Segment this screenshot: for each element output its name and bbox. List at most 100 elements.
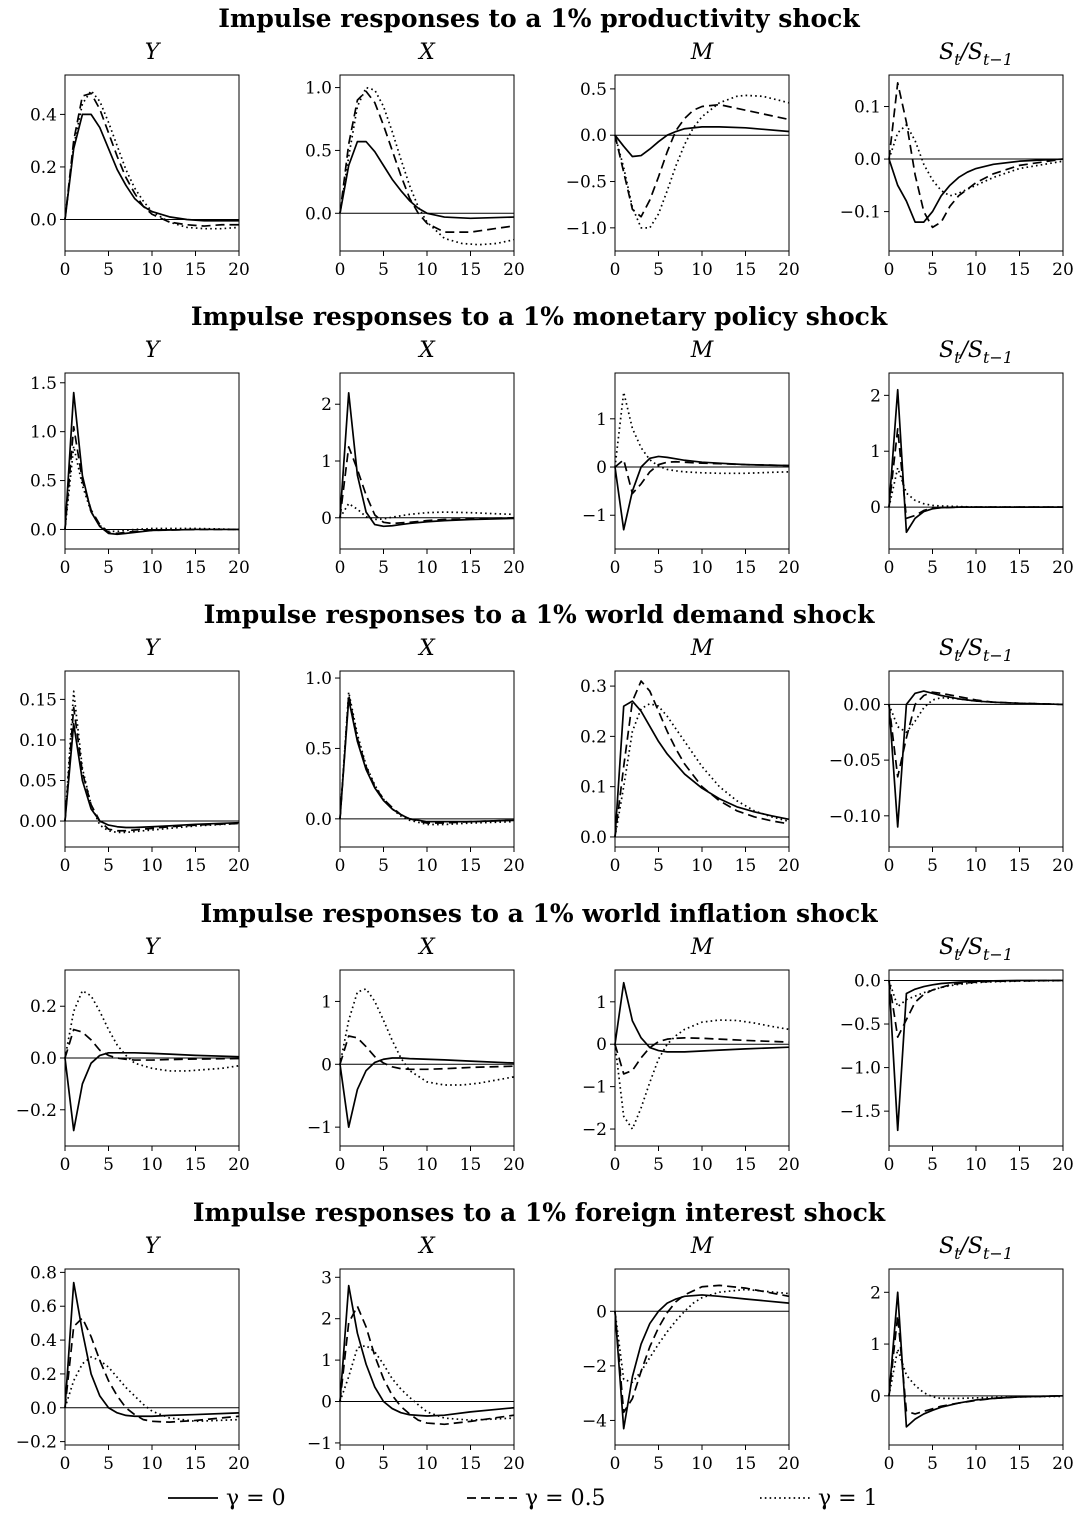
x-tick-label: 15	[1009, 856, 1031, 876]
series-line-0	[64, 391, 239, 536]
y-tick-label: −0.5	[840, 1015, 881, 1035]
y-tick-label: 0	[596, 458, 607, 478]
x-tick-label: 0	[60, 260, 71, 280]
x-tick-label: 15	[185, 1454, 207, 1474]
y-tick-label: −2	[582, 1357, 607, 1377]
x-tick-label: 5	[653, 1155, 664, 1175]
x-tick-label: 10	[416, 1454, 438, 1474]
series-line-2	[339, 1344, 515, 1422]
plot-frame	[339, 74, 515, 252]
y-tick-label: 0.5	[305, 739, 332, 759]
y-tick-label: −1	[307, 1118, 332, 1138]
x-tick-label: 20	[503, 558, 525, 578]
series-line-1	[64, 92, 239, 227]
y-tick-label: 0	[596, 1302, 607, 1322]
series-line-1	[339, 445, 515, 525]
series-line-0	[888, 388, 1063, 534]
y-tick-label: 0	[596, 1035, 607, 1055]
y-tick-label: 1.5	[30, 374, 57, 394]
plot-frame	[614, 670, 790, 848]
y-tick-label: 0.0	[854, 971, 881, 991]
panel-title: Y	[145, 40, 162, 65]
x-tick-label: 20	[1052, 260, 1074, 280]
shock-group: Impulse responses to a 1% world demand s…	[19, 600, 1074, 876]
plot-frame	[614, 372, 790, 550]
panel-title: Y	[145, 636, 162, 661]
x-tick-label: 15	[735, 1155, 757, 1175]
series-line-1	[888, 82, 1064, 229]
y-tick-label: 0.0	[30, 210, 57, 230]
y-tick-label: −1	[307, 1434, 332, 1454]
y-tick-label: 0.2	[580, 727, 607, 747]
series-line-0	[339, 392, 515, 528]
group-title: Impulse responses to a 1% foreign intere…	[193, 1198, 886, 1227]
series-line-0	[614, 1294, 790, 1430]
plot-frame	[888, 372, 1064, 550]
panel: St/St−1 0 5 10 15 20 0 1 2	[870, 1234, 1074, 1474]
shock-group: Impulse responses to a 1% world inflatio…	[16, 899, 1074, 1175]
x-tick-label: 15	[460, 260, 482, 280]
series-line-0	[64, 113, 239, 222]
x-tick-label: 5	[927, 558, 938, 578]
series-line-1	[888, 979, 1064, 1038]
series-line-2	[614, 702, 790, 838]
y-tick-label: 0.3	[580, 677, 607, 697]
x-tick-label: 10	[965, 856, 987, 876]
y-tick-label: 1	[321, 992, 332, 1012]
x-tick-label: 0	[884, 856, 895, 876]
series-line-0	[64, 1051, 240, 1132]
y-tick-label: 0.05	[19, 771, 57, 791]
x-tick-label: 15	[185, 856, 207, 876]
series-line-1	[339, 1305, 515, 1426]
y-tick-label: 0.0	[305, 204, 332, 224]
y-tick-label: 0.10	[19, 731, 57, 751]
x-tick-label: 15	[735, 856, 757, 876]
x-tick-label: 10	[141, 1454, 163, 1474]
y-tick-label: −1.0	[840, 1059, 881, 1079]
y-tick-label: 0.5	[580, 80, 607, 100]
x-tick-label: 0	[610, 558, 621, 578]
x-tick-label: 20	[503, 1155, 525, 1175]
series-line-2	[64, 989, 240, 1072]
x-tick-label: 0	[884, 1155, 895, 1175]
panel-title: St/St−1	[939, 338, 1013, 367]
panel-title: St/St−1	[939, 636, 1013, 665]
series-line-1	[888, 428, 1063, 520]
x-tick-label: 15	[1009, 558, 1031, 578]
y-tick-label: 0.6	[30, 1297, 57, 1317]
y-tick-label: 0.00	[843, 695, 881, 715]
legend: γ = 0 γ = 0.5 γ = 1	[168, 1486, 878, 1511]
panel-title: M	[690, 636, 714, 661]
y-tick-label: 0.0	[854, 150, 881, 170]
series-line-0	[614, 700, 790, 837]
y-tick-label: −4	[582, 1411, 607, 1431]
panel: Y 0 5 10 15 20 0.0 0.5 1.0 1.5	[30, 338, 250, 578]
series-line-0	[339, 698, 515, 823]
panel: Y 0 5 10 15 20 0.00 0.05 0.10 0.15	[19, 636, 250, 876]
series-line-1	[64, 706, 240, 832]
y-tick-label: 0.5	[305, 141, 332, 161]
x-tick-label: 10	[691, 856, 713, 876]
y-tick-label: 1.0	[305, 79, 332, 99]
y-tick-label: 2	[321, 1310, 332, 1330]
x-tick-label: 10	[965, 558, 987, 578]
x-tick-label: 10	[141, 1155, 163, 1175]
series-line-0	[614, 981, 790, 1053]
series-line-2	[64, 1356, 240, 1423]
y-tick-label: 3	[321, 1268, 332, 1288]
panel: M 0 5 10 15 20 0.0 0.1 0.2 0.3	[580, 636, 800, 876]
x-tick-label: 10	[965, 260, 987, 280]
y-tick-label: 1	[321, 1351, 332, 1371]
y-tick-label: 2	[321, 395, 332, 415]
x-tick-label: 5	[653, 856, 664, 876]
x-tick-label: 20	[778, 856, 800, 876]
y-tick-label: −0.05	[829, 751, 881, 771]
x-tick-label: 15	[1009, 260, 1031, 280]
y-tick-label: 0.15	[19, 690, 57, 710]
group-title: Impulse responses to a 1% productivity s…	[218, 4, 860, 33]
series-line-1	[339, 1035, 515, 1071]
series-line-1	[614, 458, 790, 495]
series-line-1	[64, 1317, 240, 1424]
y-tick-label: 0.4	[30, 1331, 57, 1351]
